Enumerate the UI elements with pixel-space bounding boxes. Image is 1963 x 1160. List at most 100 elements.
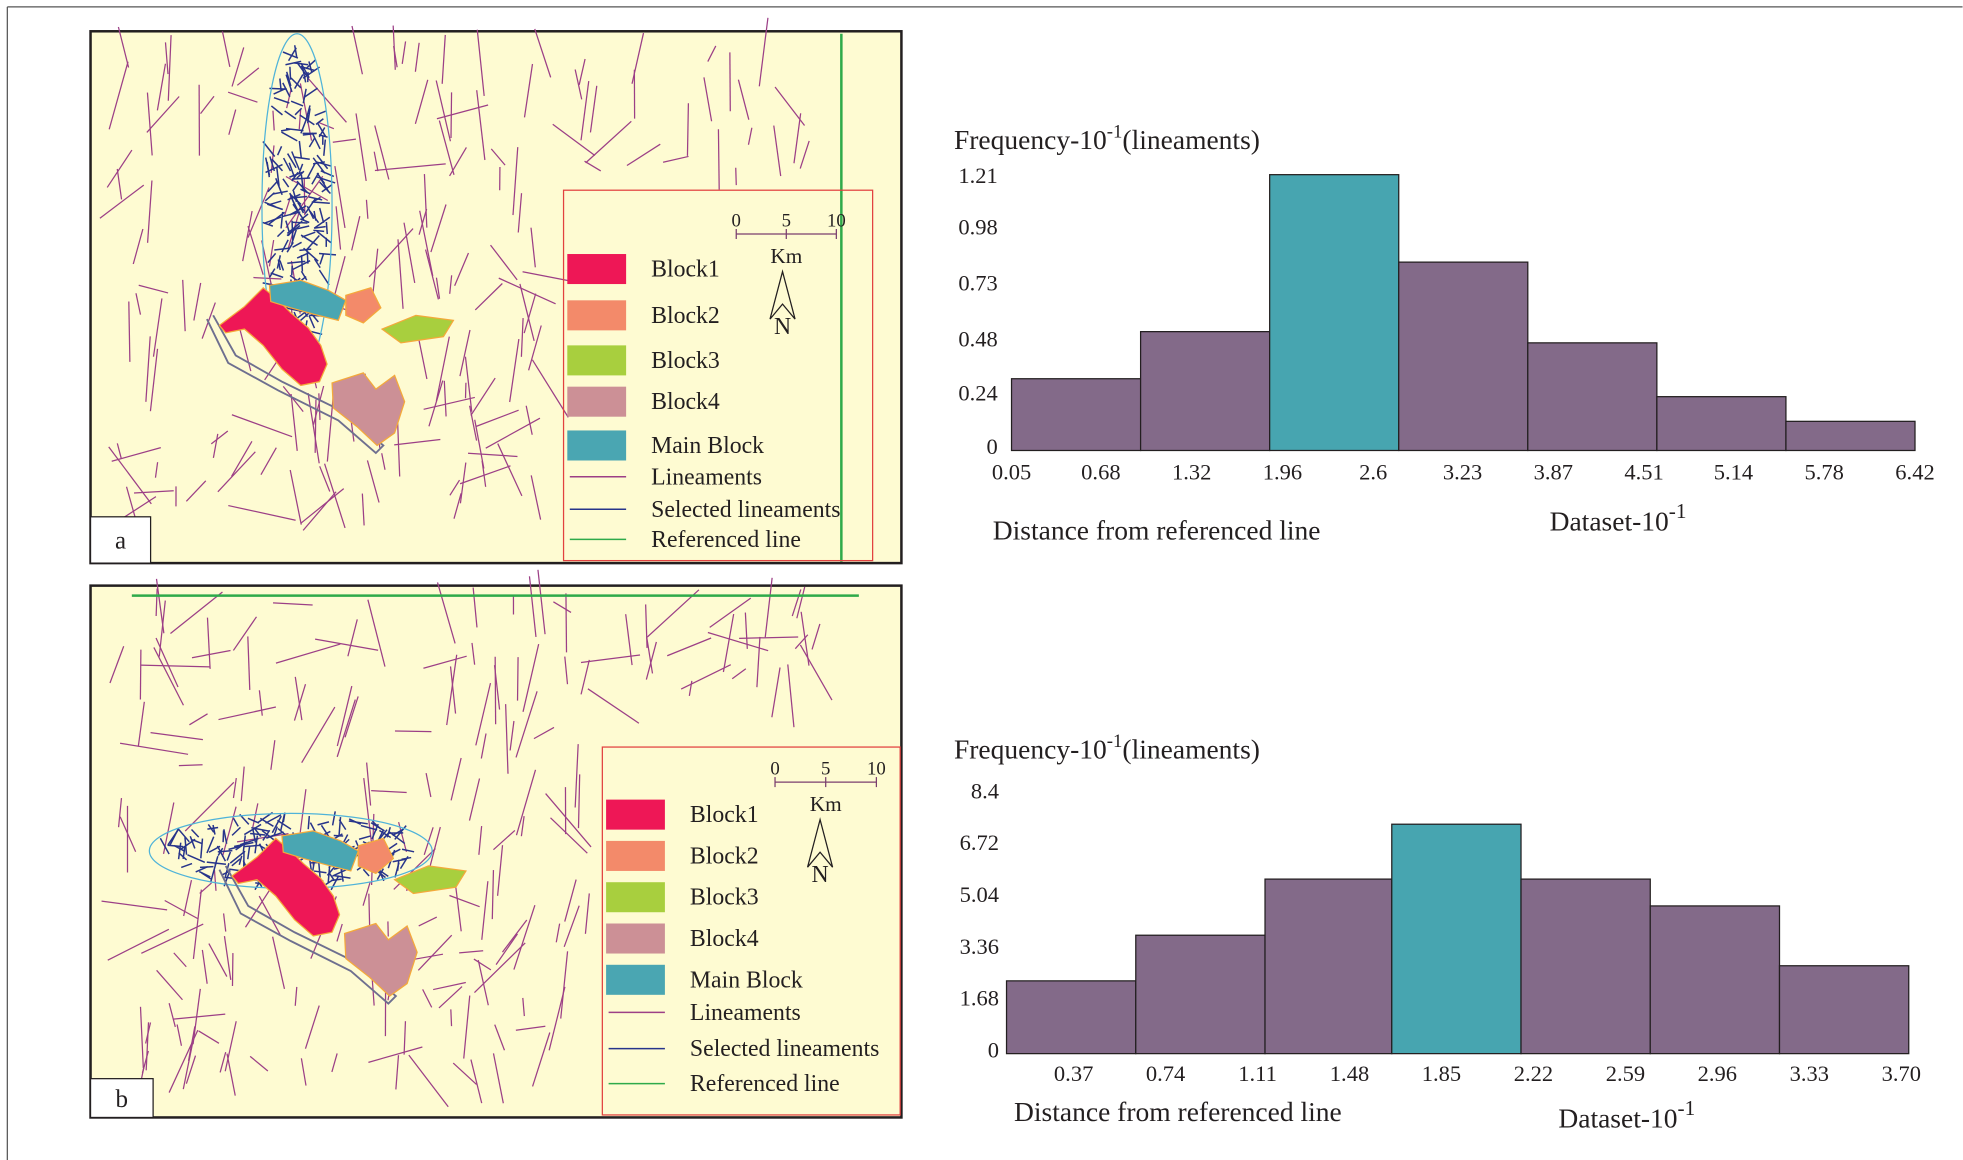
y-tick-label: 5.04 bbox=[960, 882, 999, 907]
x-axis-note-exponent: -1 bbox=[1678, 1096, 1696, 1120]
x-tick-label: 1.11 bbox=[1238, 1061, 1277, 1086]
lineament bbox=[736, 168, 737, 185]
y-tick-label: 0 bbox=[988, 1037, 999, 1062]
x-tick-label: 1.48 bbox=[1330, 1061, 1369, 1086]
selected-lineament bbox=[326, 222, 327, 234]
panel-label: a bbox=[115, 528, 126, 555]
x-tick-label: 3.33 bbox=[1790, 1061, 1829, 1086]
x-tick-label: 0.37 bbox=[1054, 1061, 1093, 1086]
legend-label: Selected lineaments bbox=[651, 497, 840, 523]
figure: Block1 Block2 Block3 Block4 Main Block Lineam… bbox=[0, 0, 1963, 1160]
y-axis-title-suffix: (lineaments) bbox=[1122, 124, 1260, 155]
legend-label: Selected lineaments bbox=[690, 1036, 879, 1062]
histogram-chart: 01.683.365.046.728.40.370.741.111.481.85… bbox=[954, 731, 1921, 1133]
histogram-bar bbox=[1780, 966, 1909, 1054]
legend-swatch bbox=[606, 923, 665, 953]
x-axis-note: Dataset-10-1 bbox=[1558, 1096, 1695, 1134]
legend-swatch bbox=[606, 800, 665, 830]
lineament bbox=[718, 129, 719, 189]
y-axis-title-base: Frequency-10 bbox=[954, 124, 1107, 155]
selected-lineament bbox=[290, 67, 291, 80]
lineament bbox=[518, 657, 519, 700]
histogram-bar bbox=[1007, 981, 1136, 1054]
scale-label: 10 bbox=[867, 759, 886, 780]
x-tick-label: 2.96 bbox=[1698, 1061, 1737, 1086]
x-axis-note-exponent: -1 bbox=[1669, 499, 1687, 523]
x-tick-label: 1.32 bbox=[1172, 459, 1211, 484]
legend-label: Lineaments bbox=[690, 1000, 801, 1026]
x-tick-label: 5.14 bbox=[1714, 459, 1753, 484]
y-tick-label: 6.72 bbox=[960, 830, 999, 855]
x-axis-title: Distance from referenced line bbox=[1014, 1096, 1342, 1127]
y-tick-label: 1.68 bbox=[960, 986, 999, 1011]
x-tick-label: 2.22 bbox=[1514, 1061, 1553, 1086]
y-axis-title-exponent: -1 bbox=[1107, 731, 1123, 752]
scale-label: 10 bbox=[827, 210, 846, 231]
x-tick-label: 2.6 bbox=[1359, 459, 1387, 484]
north-label: N bbox=[774, 314, 791, 340]
histogram-bar bbox=[1136, 935, 1265, 1053]
histogram-bar bbox=[1265, 879, 1392, 1054]
legend-swatch bbox=[606, 882, 665, 912]
histogram-bar bbox=[1270, 175, 1399, 451]
legend-label: Block2 bbox=[651, 303, 720, 329]
histogram-bar bbox=[1521, 879, 1650, 1054]
histogram-bar bbox=[1392, 824, 1521, 1053]
legend-swatch bbox=[606, 841, 665, 871]
legend-label: Referenced line bbox=[690, 1071, 840, 1097]
y-tick-label: 0.24 bbox=[958, 380, 997, 405]
scale-label: 0 bbox=[732, 210, 741, 231]
histogram-chart: 00.240.480.730.981.210.050.681.321.962.6… bbox=[954, 122, 1935, 546]
x-tick-label: 2.59 bbox=[1606, 1061, 1645, 1086]
y-axis-title: Frequency-10-1(lineaments) bbox=[954, 122, 1260, 155]
legend-label: Main Block bbox=[690, 967, 803, 993]
histogram-bar bbox=[1650, 906, 1779, 1054]
x-tick-label: 1.85 bbox=[1422, 1061, 1461, 1086]
selected-lineament bbox=[308, 816, 309, 829]
legend-label: Block4 bbox=[651, 389, 720, 415]
selected-lineament bbox=[302, 255, 303, 271]
legend-label: Block2 bbox=[690, 843, 759, 869]
scale-label: 5 bbox=[821, 759, 830, 780]
y-axis-title-exponent: -1 bbox=[1107, 122, 1123, 143]
panel-label: b bbox=[116, 1086, 129, 1113]
lineament bbox=[315, 399, 316, 452]
histogram-bar bbox=[1657, 397, 1786, 451]
north-label: N bbox=[811, 862, 828, 888]
y-tick-label: 8.4 bbox=[971, 778, 999, 803]
map-background bbox=[91, 31, 902, 563]
legend-label: Block3 bbox=[651, 348, 720, 374]
y-axis-title-base: Frequency-10 bbox=[954, 733, 1107, 764]
legend-label: Block1 bbox=[651, 257, 720, 283]
y-tick-label: 0.73 bbox=[958, 271, 997, 296]
y-tick-label: 0.48 bbox=[958, 327, 997, 352]
legend-label: Lineaments bbox=[651, 464, 762, 490]
x-tick-label: 4.51 bbox=[1624, 459, 1663, 484]
y-axis-title-suffix: (lineaments) bbox=[1122, 733, 1260, 764]
x-tick-label: 0.74 bbox=[1146, 1061, 1185, 1086]
lineament bbox=[395, 731, 431, 732]
scale-label: 0 bbox=[770, 759, 779, 780]
histogram-bar bbox=[1012, 379, 1141, 451]
histogram-bar bbox=[1399, 262, 1528, 450]
legend-swatch bbox=[567, 387, 626, 417]
scale-unit: Km bbox=[810, 792, 842, 816]
x-tick-label: 6.42 bbox=[1895, 459, 1934, 484]
y-tick-label: 1.21 bbox=[958, 163, 997, 188]
legend-swatch bbox=[606, 965, 665, 995]
legend-label: Main Block bbox=[651, 433, 764, 459]
x-axis-note-base: Dataset-10 bbox=[1558, 1102, 1677, 1133]
x-tick-label: 3.70 bbox=[1882, 1061, 1921, 1086]
selected-lineament bbox=[200, 867, 213, 868]
legend-label: Block1 bbox=[690, 802, 759, 828]
x-tick-label: 0.68 bbox=[1081, 459, 1120, 484]
x-tick-label: 0.05 bbox=[992, 459, 1031, 484]
y-axis-title: Frequency-10-1(lineaments) bbox=[954, 731, 1260, 764]
x-axis-note: Dataset-10-1 bbox=[1550, 499, 1687, 537]
lineament bbox=[451, 1009, 452, 1026]
legend-swatch bbox=[567, 345, 626, 375]
x-axis-title: Distance from referenced line bbox=[993, 514, 1321, 545]
histogram-bar bbox=[1786, 421, 1915, 450]
map-panel: Block1 Block2 Block3 Block4 Main Block Lineam… bbox=[91, 18, 902, 563]
